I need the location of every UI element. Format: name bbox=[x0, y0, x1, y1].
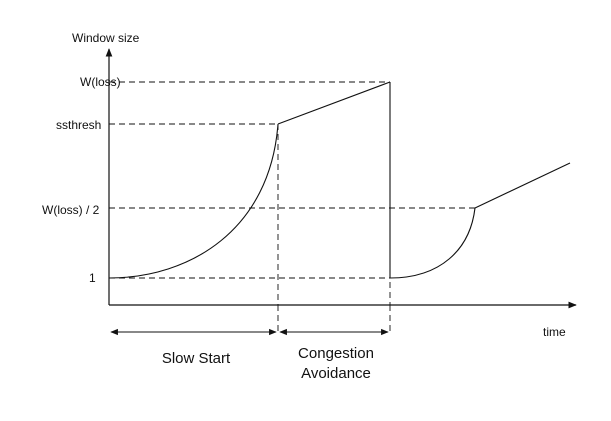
phase-label-congestion: Congestion bbox=[298, 345, 374, 362]
slow-start-curve bbox=[108, 123, 279, 279]
level-label-one: 1 bbox=[89, 271, 96, 285]
phase-label-slow-start: Slow Start bbox=[162, 350, 231, 367]
phase-label-avoidance: Avoidance bbox=[301, 365, 371, 382]
level-label-wloss: W(loss) bbox=[80, 75, 121, 89]
level-label-half: W(loss) / 2 bbox=[42, 203, 100, 217]
second-slow-start-curve bbox=[389, 207, 476, 279]
x-axis-title: time bbox=[543, 325, 566, 339]
level-label-ssthresh: ssthresh bbox=[56, 118, 101, 132]
second-congestion-avoidance-line bbox=[474, 162, 571, 209]
congestion-avoidance-line bbox=[277, 81, 391, 125]
y-axis-title: Window size bbox=[72, 31, 140, 45]
